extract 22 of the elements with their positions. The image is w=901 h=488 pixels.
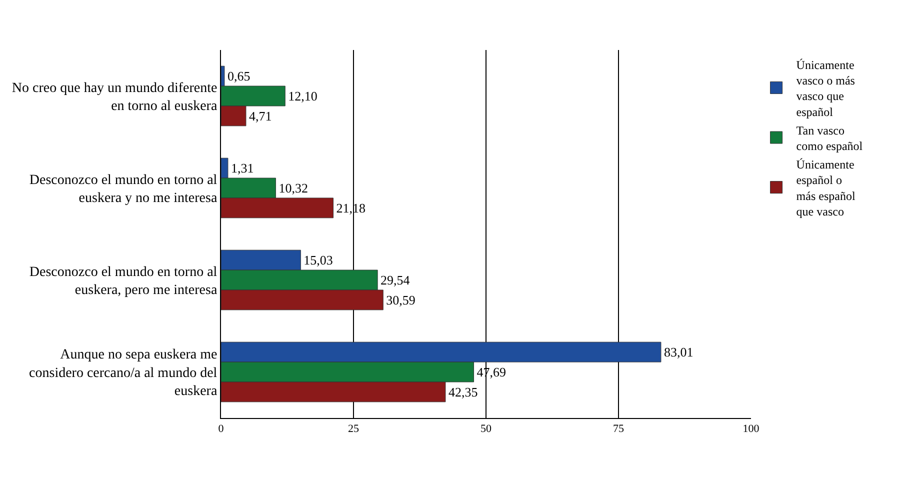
y-tick-label: No creo que hay un mundo diferente en torno al euskera — [12, 80, 218, 114]
x-tick-label: 25 — [348, 423, 360, 436]
x-tick-label: 75 — [613, 423, 624, 436]
y-tick-label: Desconozco el mundo en torno al euskera y no me interesa — [29, 172, 218, 206]
data-label: 0,65 — [227, 68, 250, 84]
data-label: 4,71 — [248, 108, 272, 124]
legend-label: Únicamente español o más español que vasco — [796, 158, 856, 218]
data-label: 42,35 — [448, 384, 478, 400]
x-tick-label: 50 — [480, 423, 492, 436]
data-label: 29,54 — [380, 272, 410, 288]
data-label: 83,01 — [664, 344, 694, 360]
data-label: 15,03 — [304, 252, 333, 268]
legend-label: Tan vasco como español — [796, 123, 864, 153]
x-tick-label: 0 — [218, 423, 224, 436]
legend-label: Únicamente vasco o más vasco que español — [796, 58, 856, 119]
y-tick-label: Aunque no sepa euskera me considero cercano/a al mundo del euskera — [29, 348, 218, 400]
data-label: 10,32 — [278, 180, 308, 196]
x-tick-label: 100 — [742, 423, 760, 436]
data-label: 1,31 — [230, 160, 254, 176]
y-tick-label: Desconozco el mundo en torno al euskera, pero me interesa — [29, 264, 218, 298]
data-label: 30,59 — [386, 292, 416, 308]
data-label: 12,10 — [288, 88, 318, 104]
